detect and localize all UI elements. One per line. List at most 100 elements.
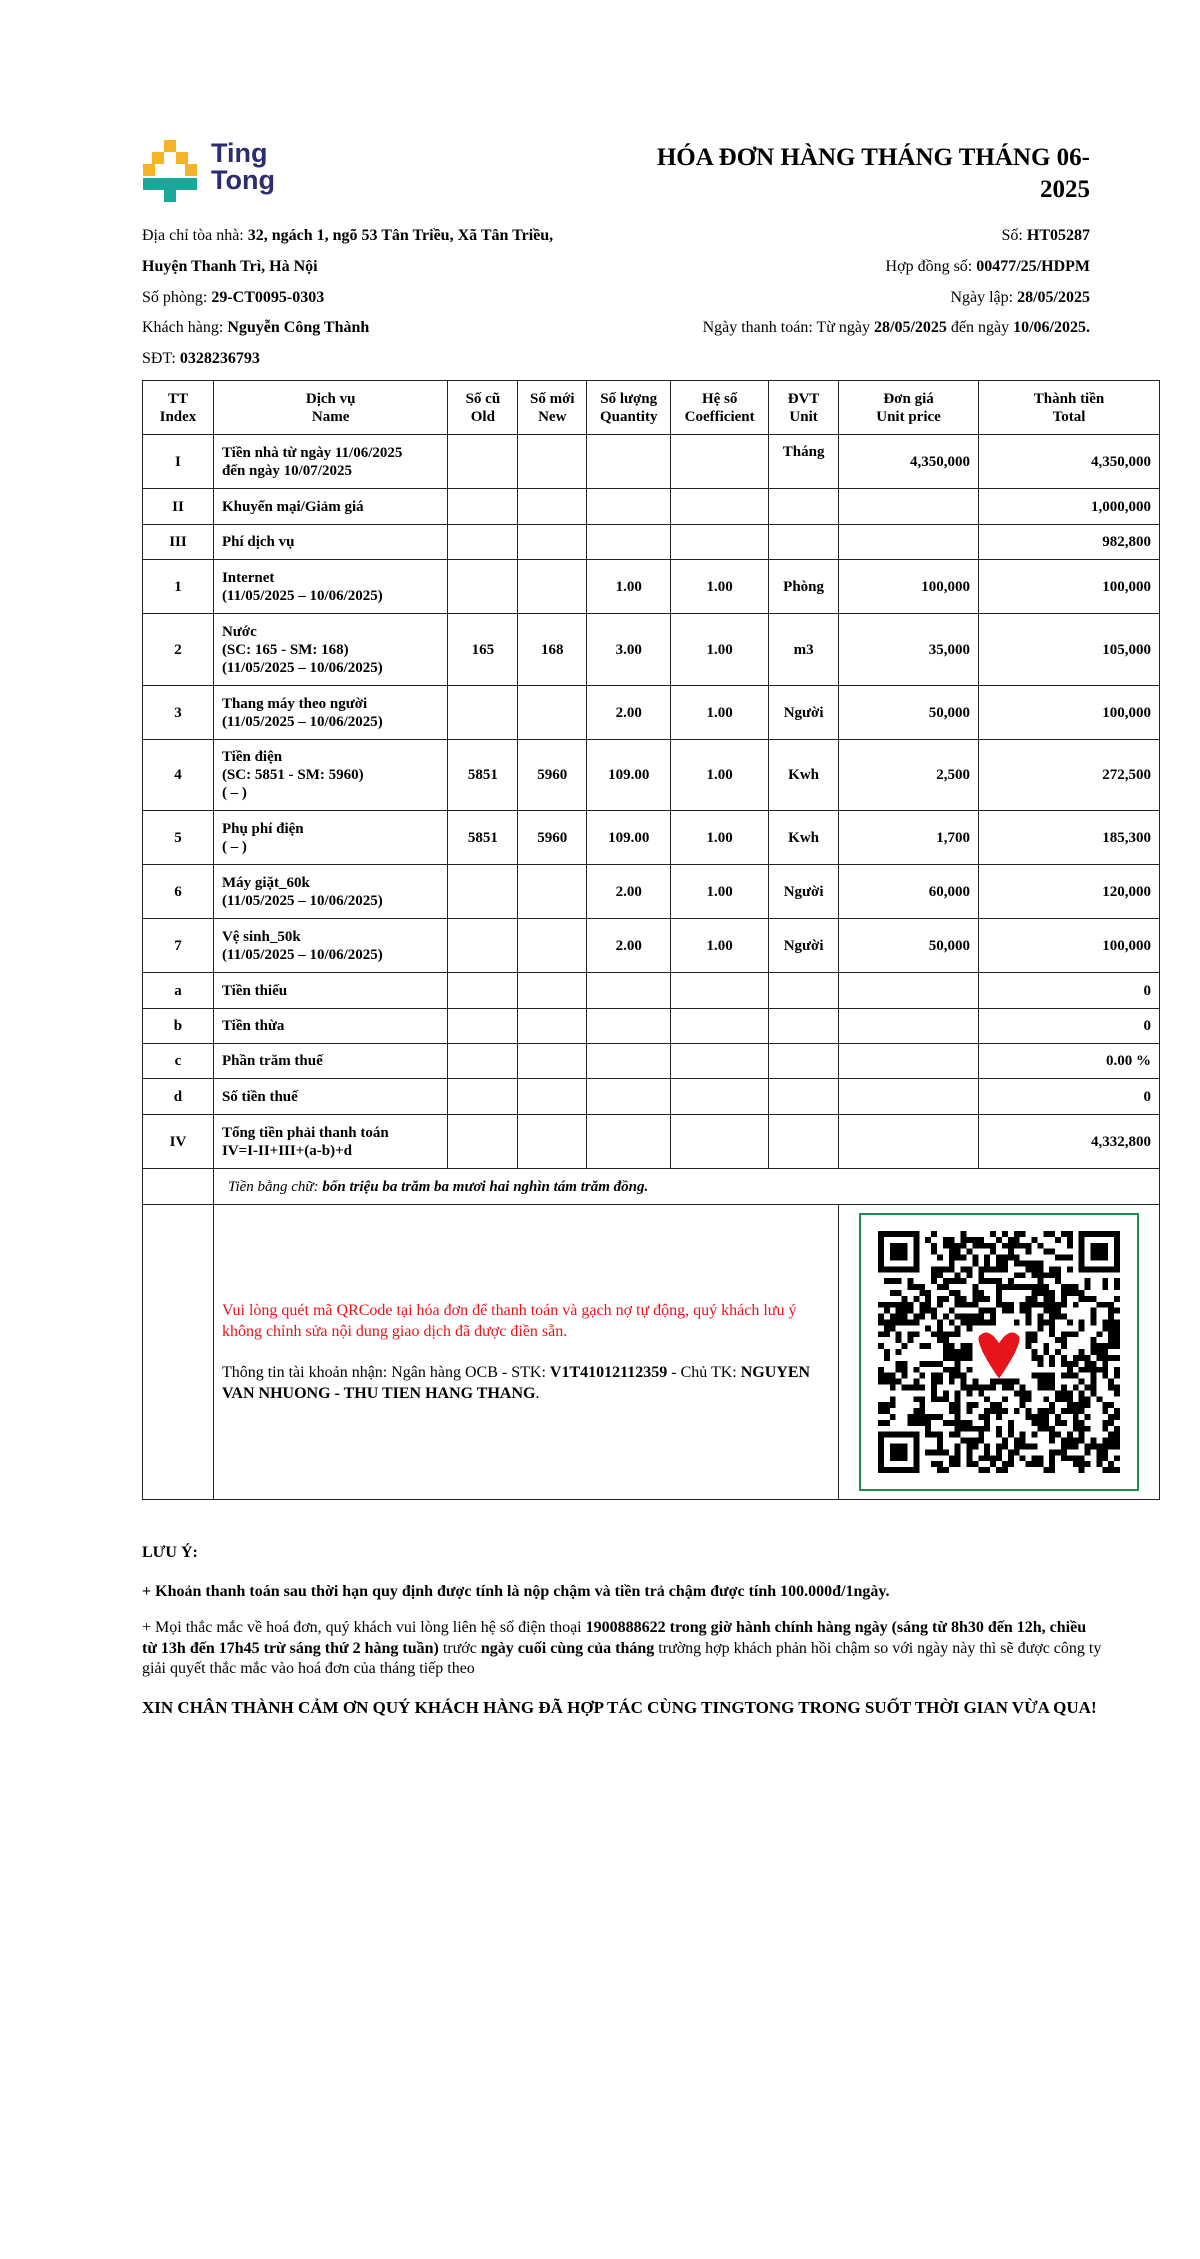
cell-coef [670,1114,770,1169]
cell-coef [670,972,770,1009]
table-row: 2 Nước (SC: 165 - SM: 168) (11/05/2025 – 10… [142,613,1160,686]
payment-qr-code-icon[interactable] [878,1231,1121,1473]
cell-old [447,1078,519,1115]
invoice-number-label: Số: [1001,227,1027,244]
cell-total: 100,000 [978,918,1160,973]
service-name-line: Phí dịch vụ [221,534,295,550]
table-row: b Tiền thừa 0 [142,1008,1160,1044]
cell-new [517,685,588,740]
invoice-table: TT Index Dịch vụ Name Số cũ Old Số mới New Số lư… [142,380,1161,1500]
cell-price: 100,000 [838,559,980,614]
cell-index: 2 [142,613,214,686]
cell-name: Số tiền thuế [212,1078,449,1115]
cell-name: Tiền nhà từ ngày 11/06/2025 đến ngày 10/0… [212,434,449,489]
cell-coef: 1.00 [670,559,770,614]
table-row: 4 Tiền điện (SC: 5851 - SM: 5960) ( – ) 5851… [142,739,1160,811]
cell-coef [670,524,770,560]
service-name-line: Tiền thiếu [221,982,288,999]
cell-unit: m3 [768,613,840,686]
cell-old [447,918,519,973]
owner-prefix: - Chủ TK: [667,1364,741,1381]
cell-new [517,1043,588,1079]
issue-date-line: Ngày lập: 28/05/2025 [950,288,1090,308]
cell-qty: 109.00 [586,810,672,865]
cell-name: Khuyến mại/Giảm giá [212,488,449,525]
cell-price: 4,350,000 [838,434,980,489]
company-logo: Ting Tong [143,140,283,202]
cell-index: 5 [142,810,214,865]
cell-name: Máy giặt_60k (11/05/2025 – 10/06/2025) [212,864,449,919]
cell-price [838,1008,980,1044]
service-name-line: ( – ) [221,785,247,801]
cell-old [447,1008,519,1044]
column-header-line: Số lượng [600,390,658,407]
column-header-line: Coefficient [684,408,755,425]
column-header: Số lượng Quantity [586,380,672,435]
cell-total: 0 [978,1078,1160,1115]
logo-mark-icon [143,140,197,202]
customer-value: Nguyễn Công Thành [227,319,370,336]
cell-total: 0 [978,972,1160,1009]
room-value: 29-CT0095-0303 [211,289,325,306]
cell-name: Tiền điện (SC: 5851 - SM: 5960) ( – ) [212,739,449,811]
table-row: 6 Máy giặt_60k (11/05/2025 – 10/06/2025) 2.… [142,864,1160,919]
address-label: Địa chỉ tòa nhà: [142,227,248,244]
cell-unit: Phòng [768,559,840,614]
service-name-line: Tiền điện [221,749,283,765]
note-inquiries-e: trường hợp khách phản hồi chậm so với ng… [142,1639,1102,1678]
table-row: c Phần trăm thuế 0.00 % [142,1043,1160,1079]
cell-qty: 2.00 [586,685,672,740]
cell-name: Tiền thiếu [212,972,449,1009]
cell-name: Phí dịch vụ [212,524,449,560]
column-header: Đơn giá Unit price [838,380,980,435]
cell-index: 7 [142,918,214,973]
cell-price: 50,000 [838,918,980,973]
cell-price: 1,700 [838,810,980,865]
cell-coef: 1.00 [670,810,770,865]
cell-qty [586,1043,672,1079]
column-header: Số mới New [517,380,588,435]
cell-price: 50,000 [838,685,980,740]
cell-unit: Kwh [768,739,840,811]
customer-line: Khách hàng: Nguyễn Công Thành [142,318,369,338]
service-name-line: (SC: 165 - SM: 168) [221,641,349,658]
cell-total: 1,000,000 [978,488,1160,525]
cell-new [517,434,588,489]
bank-heart-logo-icon [978,1332,1020,1379]
cell-index: c [142,1043,214,1079]
cell-name: Tổng tiền phải thanh toán IV=I-II+III+(a-… [212,1114,449,1169]
cell-new [517,524,588,560]
cell-new: 5960 [517,739,588,811]
service-name-line: Phần trăm thuế [221,1053,323,1069]
column-header-line: Số cũ [465,390,501,407]
table-row: d Số tiền thuế 0 [142,1078,1160,1115]
service-name-line: IV=I-II+III+(a-b)+d [221,1142,352,1159]
phone-line: SĐT: 0328236793 [142,349,260,369]
cell-total: 120,000 [978,864,1160,919]
cell-unit: Kwh [768,810,840,865]
cell-index: II [142,488,214,525]
payment-period-label: Ngày thanh toán: Từ ngày [702,319,875,336]
column-header-line: New [538,408,567,425]
service-name-line: Tiền nhà từ ngày 11/06/2025 [221,444,403,461]
cell-unit: Tháng [768,434,840,489]
cell-unit [768,488,840,525]
payment-to: 10/06/2025. [1013,319,1090,336]
cell-unit [768,524,840,560]
note-inquiries-c: trước [438,1639,481,1657]
cell-name: Vệ sinh_50k (11/05/2025 – 10/06/2025) [212,918,449,973]
cell-index: 4 [142,739,214,811]
cell-new: 5960 [517,810,588,865]
cell-qty: 109.00 [586,739,672,811]
cell-total: 100,000 [978,559,1160,614]
cell-price [838,524,980,560]
cell-old [447,972,519,1009]
cell-empty [142,1204,214,1500]
cell-new [517,972,588,1009]
notes-heading: LƯU Ý: [142,1544,198,1561]
cell-empty [142,1168,214,1205]
logo-line2: Tong [211,165,275,195]
cell-index: IV [142,1114,214,1169]
contract-label: Hợp đồng số: [885,258,977,275]
cell-total: 185,300 [978,810,1160,865]
